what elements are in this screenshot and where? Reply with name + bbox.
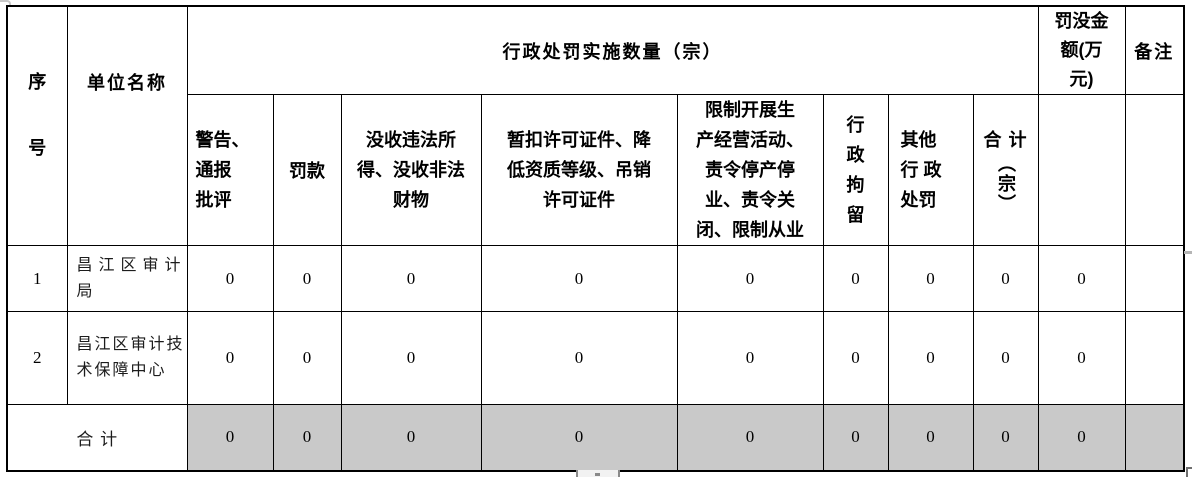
value-suspension: 0 [480, 311, 678, 405]
value-amount: 0 [1037, 245, 1126, 312]
row-unit-name: 昌江区审计 局 [66, 245, 188, 312]
header-business-restriction: 限制开展生 产经营活动、 责令停产停 业、责令关 闭、限制从业 [676, 94, 824, 246]
table-row: 1 昌江区审计 局 0 0 0 0 0 0 0 0 0 [6, 245, 1185, 312]
value-subtotal: 0 [972, 311, 1039, 405]
total-restriction: 0 [676, 404, 824, 471]
header-administrative-detention: 行 政 拘 留 [822, 94, 889, 246]
total-subtotal: 0 [972, 404, 1039, 471]
header-subtotal-label: 合 计 [983, 130, 1028, 150]
total-label: 合 计 [6, 404, 188, 471]
header-other-penalty: 其他 行 政 处罚 [887, 94, 974, 246]
header-license-suspension: 暂扣许可证件、降 低资质等级、吊销 许可证件 [480, 94, 678, 246]
value-amount: 0 [1037, 311, 1126, 405]
value-remark [1124, 311, 1185, 405]
total-suspension: 0 [480, 404, 678, 471]
vertical-scrollbar-fragment[interactable] [1184, 251, 1192, 254]
value-restriction: 0 [676, 245, 824, 312]
value-warning: 0 [186, 311, 274, 405]
header-penalty-quantity-group: 行政处罚实施数量（宗） [186, 5, 1039, 95]
header-fine-amount: 罚没金 额(万 元) [1037, 5, 1126, 95]
table-row: 2 昌江区审计技 术保障中心 0 0 0 0 0 0 0 0 0 [6, 311, 1185, 405]
row-serial: 1 [6, 245, 68, 312]
row-serial: 2 [6, 311, 68, 405]
value-restriction: 0 [676, 311, 824, 405]
header-remark: 备注 [1124, 5, 1185, 95]
total-fine: 0 [272, 404, 342, 471]
header-confiscation: 没收违法所 得、没收非法 财物 [340, 94, 482, 246]
value-other: 0 [887, 245, 974, 312]
header-fine: 罚款 [272, 94, 342, 246]
total-confiscation: 0 [340, 404, 482, 471]
value-remark [1124, 245, 1185, 312]
total-remark [1124, 404, 1185, 471]
penalty-statistics-table: 序 号 单位名称 行政处罚实施数量（宗） 罚没金 额(万 元) 备注 警告、 通… [6, 5, 1185, 472]
value-detention: 0 [822, 311, 889, 405]
horizontal-scrollbar-fragment[interactable] [576, 470, 620, 477]
total-warning: 0 [186, 404, 274, 471]
value-confiscation: 0 [340, 245, 482, 312]
header-unit-name: 单位名称 [66, 5, 188, 246]
value-warning: 0 [186, 245, 274, 312]
row-unit-name: 昌江区审计技 术保障中心 [66, 311, 188, 405]
total-row: 合 计 0 0 0 0 0 0 0 0 0 [6, 404, 1185, 471]
value-other: 0 [887, 311, 974, 405]
total-amount: 0 [1037, 404, 1126, 471]
value-confiscation: 0 [340, 311, 482, 405]
value-fine: 0 [272, 311, 342, 405]
scrollbar-thumb-dot [595, 473, 600, 476]
total-detention: 0 [822, 404, 889, 471]
empty-cell-under-amount [1037, 94, 1126, 246]
total-other: 0 [887, 404, 974, 471]
header-serial-number: 序 号 [6, 5, 68, 246]
header-subtotal: 合 计 （宗） [972, 94, 1039, 246]
header-subtotal-unit: （宗） [995, 154, 1016, 214]
header-warning-criticism: 警告、 通报 批评 [186, 94, 274, 246]
value-fine: 0 [272, 245, 342, 312]
resize-corner-fragment [1186, 467, 1192, 477]
value-suspension: 0 [480, 245, 678, 312]
value-detention: 0 [822, 245, 889, 312]
value-subtotal: 0 [972, 245, 1039, 312]
empty-cell-under-remark [1124, 94, 1185, 246]
